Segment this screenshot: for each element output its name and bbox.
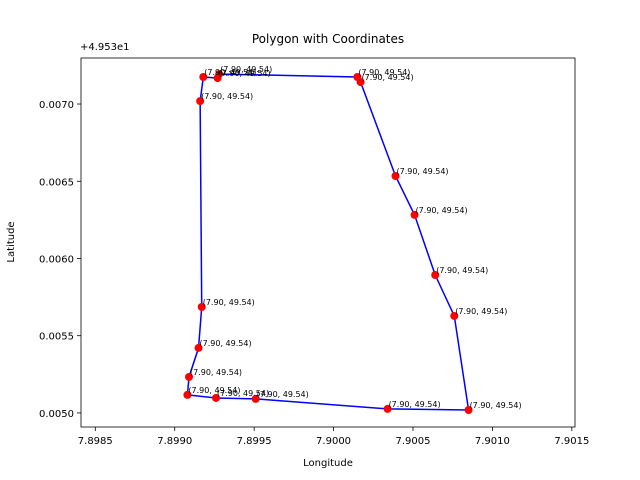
point-label: (7.90, 49.54) xyxy=(219,69,271,78)
point-label: (7.90, 49.54) xyxy=(200,339,252,348)
point xyxy=(410,210,419,219)
point-label: (7.90, 49.54) xyxy=(220,65,272,74)
point xyxy=(431,271,440,280)
plot-frame xyxy=(80,57,576,428)
x-tick-label: 7.8995 xyxy=(237,436,272,447)
y-tick-label: 0.0065 xyxy=(39,177,74,188)
point-label: (7.90, 49.54) xyxy=(203,298,255,307)
point xyxy=(185,372,194,381)
point xyxy=(464,406,473,415)
x-tick-label: 7.8990 xyxy=(157,436,192,447)
point-label: (7.90, 49.54) xyxy=(217,389,269,398)
point xyxy=(196,97,205,106)
point xyxy=(251,394,260,403)
point-label: (7.90, 49.54) xyxy=(362,73,414,82)
point-label: (7.90, 49.54) xyxy=(204,68,256,77)
point xyxy=(450,311,459,320)
point xyxy=(356,78,365,87)
y-tick-label: 0.0050 xyxy=(39,409,74,420)
x-axis-label: Longitude xyxy=(303,458,353,469)
point-label: (7.90, 49.54) xyxy=(190,368,242,377)
point-label: (7.90, 49.54) xyxy=(397,167,449,176)
y-tick-label: 0.0060 xyxy=(39,254,74,265)
x-tick-label: 7.9005 xyxy=(395,436,430,447)
point xyxy=(194,343,203,352)
point xyxy=(383,404,392,413)
y-tick-label: 0.0055 xyxy=(39,332,74,343)
point xyxy=(391,172,400,181)
point xyxy=(215,70,224,79)
y-offset-label: +4.953e1 xyxy=(80,42,130,53)
point-label: (7.90, 49.54) xyxy=(257,390,309,399)
x-tick-label: 7.9010 xyxy=(475,436,510,447)
point-label: (7.90, 49.54) xyxy=(455,307,507,316)
x-tick-label: 7.8985 xyxy=(78,436,113,447)
y-tick-label: 0.0070 xyxy=(39,100,74,111)
chart-title: Polygon with Coordinates xyxy=(252,32,404,46)
point xyxy=(197,302,206,311)
point-label: (7.90, 49.54) xyxy=(358,68,410,77)
point xyxy=(212,393,221,402)
polygon-line xyxy=(186,73,470,411)
point-label: (7.90, 49.54) xyxy=(389,400,441,409)
point-label: (7.90, 49.54) xyxy=(416,206,468,215)
point-label: (7.90, 49.54) xyxy=(201,92,253,101)
point-label: (7.90, 49.54) xyxy=(188,386,240,395)
point-label: (7.90, 49.54) xyxy=(470,401,522,410)
point-label: (7.90, 49.54) xyxy=(436,266,488,275)
y-axis-label: Latitude xyxy=(6,221,17,262)
point xyxy=(199,72,208,81)
point xyxy=(183,390,192,399)
x-tick-label: 7.9000 xyxy=(316,436,351,447)
x-tick-label: 7.9015 xyxy=(554,436,589,447)
